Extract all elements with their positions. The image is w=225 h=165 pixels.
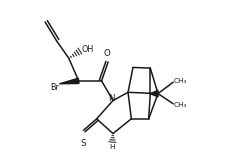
Text: OH: OH [81, 45, 93, 54]
Text: Br: Br [50, 82, 59, 92]
Text: N: N [107, 94, 114, 103]
Polygon shape [150, 90, 157, 97]
Text: S: S [80, 139, 85, 148]
Polygon shape [59, 78, 79, 84]
Text: O: O [103, 49, 110, 58]
Text: CH₃: CH₃ [173, 78, 187, 84]
Text: H: H [108, 144, 114, 150]
Text: CH₃: CH₃ [173, 102, 187, 108]
